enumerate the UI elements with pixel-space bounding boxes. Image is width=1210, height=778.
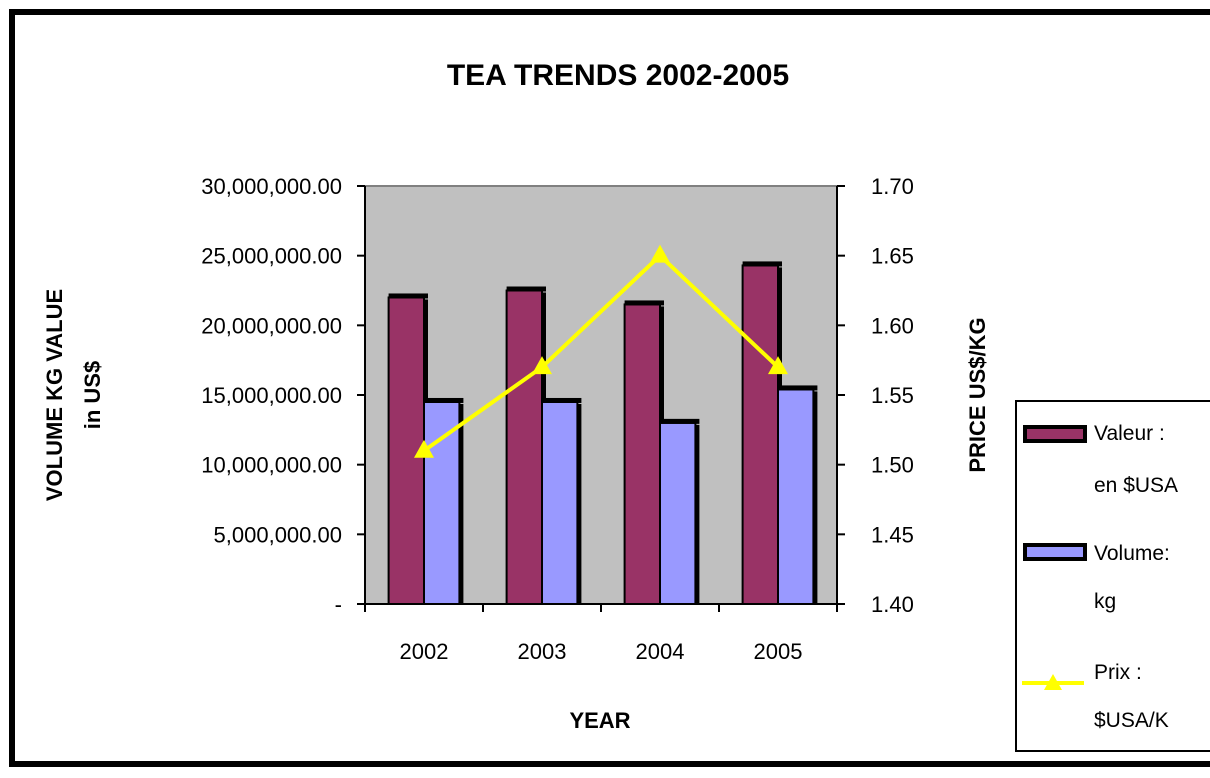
bar-top-edge: [624, 300, 664, 306]
ticks-layer: 30,000,000.00 25,000,000.00 20,000,000.00 1…: [201, 174, 914, 664]
x-tick-label: 2005: [754, 639, 803, 664]
bar-shadow: [813, 391, 818, 604]
price-line: [422, 252, 780, 453]
bar-top-edge: [542, 397, 582, 403]
chart-title: TEA TRENDS 2002-2005: [447, 59, 789, 92]
bar-valeur-2004: [623, 303, 661, 605]
x-tick-label: 2004: [636, 639, 685, 664]
bar-top-edge: [424, 397, 464, 403]
bar-valeur-2003: [505, 289, 544, 605]
legend-box: [1015, 400, 1210, 752]
y-tick-label: 20,000,000.00: [201, 313, 342, 338]
price-marker-2002: [414, 439, 434, 458]
y-tick-label: 5,000,000.00: [214, 522, 342, 547]
x-tick-label: 2002: [400, 639, 449, 664]
bar-volume-2005: [777, 388, 815, 605]
y-axis-title-line2: in US$: [80, 361, 105, 429]
legend-label-valeur-line2: en $USA: [1094, 474, 1178, 497]
x-tick-label: 2003: [518, 639, 567, 664]
legend-marker-prix: [1044, 674, 1062, 690]
y2-tick-label: 1.50: [871, 453, 914, 478]
y-tick-label: 15,000,000.00: [201, 383, 342, 408]
bar-shadow: [695, 424, 700, 604]
legend-label-volume-line2: kg: [1094, 590, 1116, 613]
bar-volume-2003: [541, 400, 579, 606]
x-axis-title: YEAR: [569, 708, 630, 733]
y-tick-label: 25,000,000.00: [201, 244, 342, 269]
legend-label-prix-line1: Prix :: [1094, 661, 1142, 684]
y2-tick-label: 1.55: [871, 383, 914, 408]
y-tick-label: 30,000,000.00: [201, 174, 342, 199]
bar-top-edge: [506, 286, 546, 292]
price-marker-2004: [650, 244, 670, 263]
bar-shadow: [459, 403, 464, 604]
bar-valeur-2005: [741, 264, 779, 605]
y2-tick-label: 1.65: [871, 244, 914, 269]
legend-label-volume-line1: Volume:: [1094, 542, 1170, 565]
bar-volume-2002: [423, 400, 461, 606]
legend: Valeur : en $USA Volume: kg Prix : $USA/…: [1015, 400, 1210, 752]
legend-swatch-volume: [1023, 543, 1087, 561]
y-tick-label: -: [335, 592, 342, 617]
bar-top-edge: [778, 385, 818, 391]
line-layer: [414, 244, 788, 458]
price-marker-2005: [768, 356, 788, 375]
bar-top-edge: [742, 261, 782, 267]
bar-top-edge: [660, 418, 700, 424]
price-marker-2003: [532, 356, 552, 375]
y2-axis-title: PRICE US$/KG: [965, 317, 990, 472]
bar-top-edge: [388, 293, 428, 299]
y2-tick-label: 1.40: [871, 592, 914, 617]
legend-swatch-valeur: [1023, 425, 1087, 443]
y-axis-title-line1: VOLUME KG VALUE: [42, 289, 67, 501]
legend-label-valeur-line1: Valeur :: [1094, 422, 1165, 445]
y2-tick-label: 1.70: [871, 174, 914, 199]
bar-shadow: [577, 403, 582, 604]
y-tick-label: 10,000,000.00: [201, 453, 342, 478]
bar-volume-2004: [659, 421, 697, 605]
legend-label-prix-line2: $USA/K: [1094, 709, 1169, 732]
y2-tick-label: 1.45: [871, 522, 914, 547]
y2-tick-label: 1.60: [871, 313, 914, 338]
